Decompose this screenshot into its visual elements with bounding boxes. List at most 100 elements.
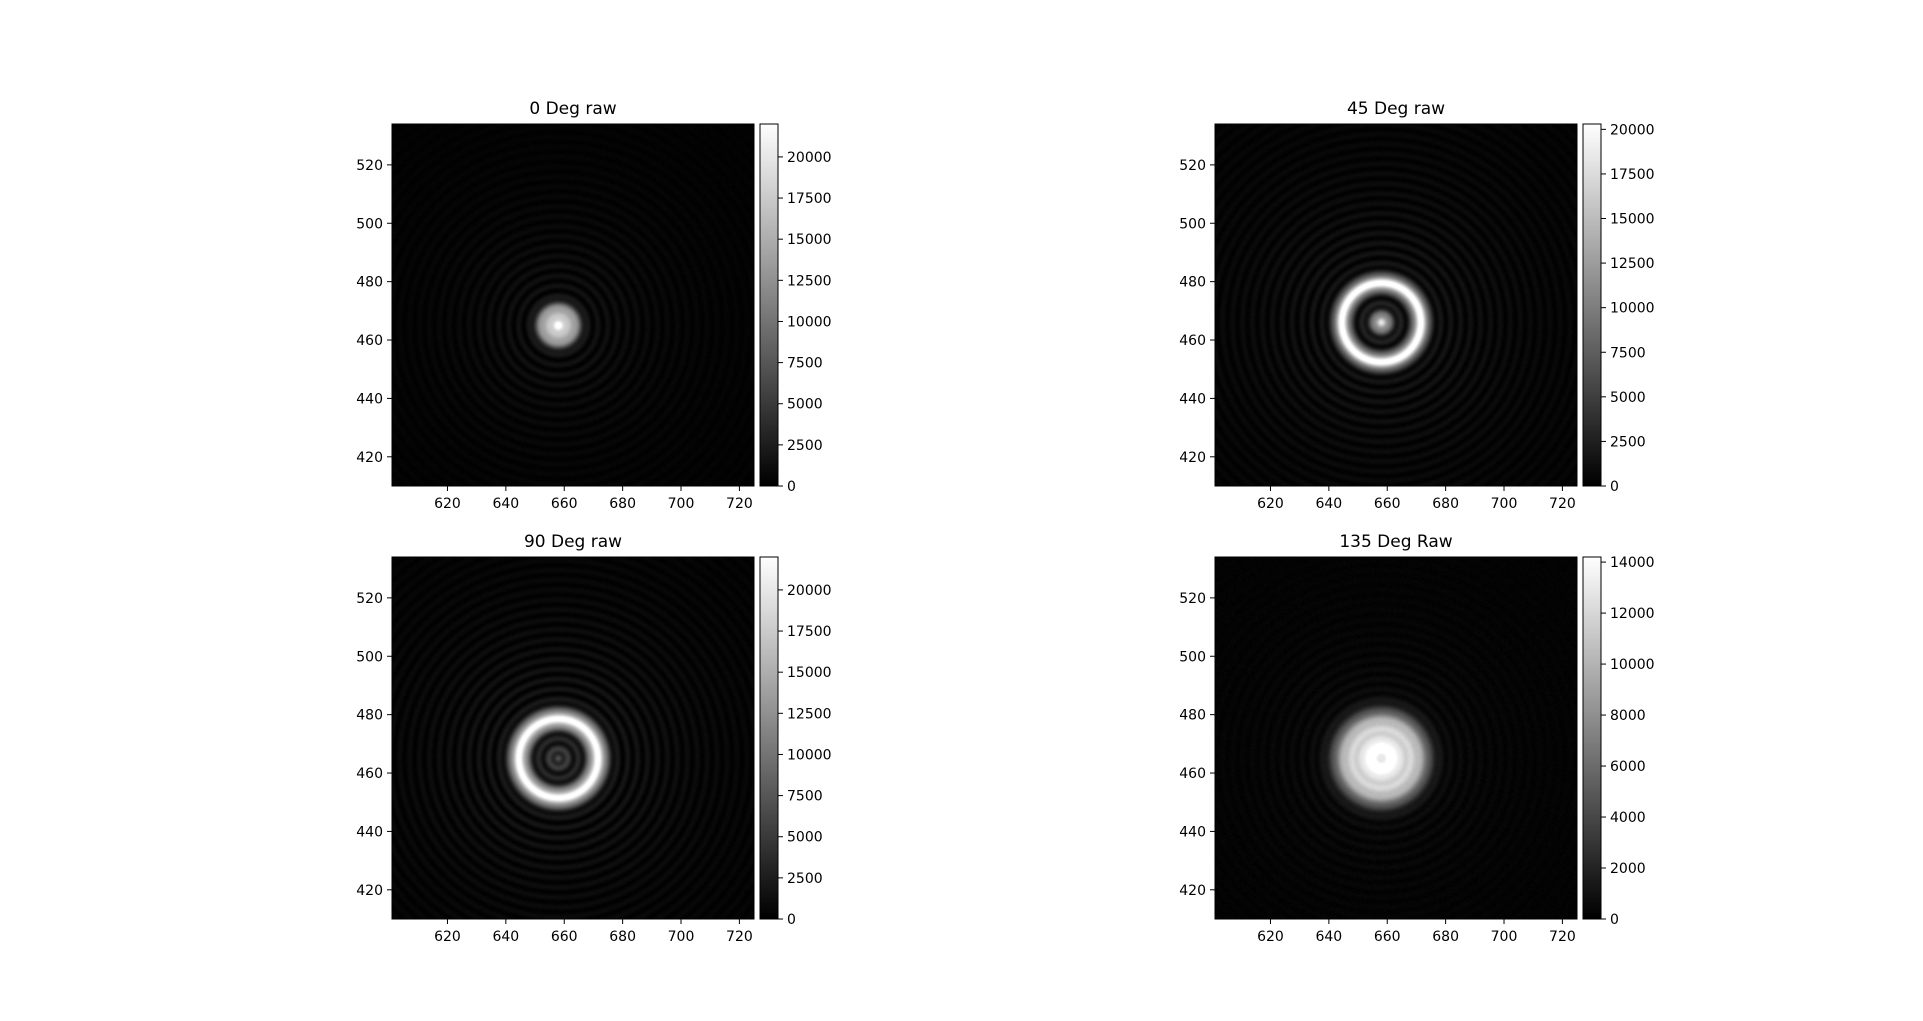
colorbar-tick-label: 0 [1610,912,1619,928]
colorbar-tick-label: 10000 [1610,657,1655,673]
y-tick-label: 420 [1179,450,1206,466]
colorbar-tick-label: 20000 [787,150,832,166]
x-tick-label: 660 [551,496,578,512]
colorbar-tick-label: 4000 [1610,810,1646,826]
colorbar-tick-label: 0 [1610,479,1619,495]
panel-2: 45 Deg raw 620 640 660 680 700 720 420 440 460 480… [1179,99,1654,512]
colorbar-tick-label: 2500 [1610,434,1646,450]
y-tick-label: 460 [356,333,383,349]
y-tick-label: 460 [1179,333,1206,349]
colorbar [1583,557,1601,919]
colorbar-tick-label: 17500 [1610,167,1655,183]
colorbar-frame [1582,123,1602,487]
colorbar-tick-label: 20000 [787,583,832,599]
x-tick-label: 640 [1315,929,1342,945]
colorbar-tick-label: 17500 [787,191,832,207]
colorbar-tick-label: 10000 [787,314,832,330]
colorbar-tick-label: 2000 [1610,861,1646,877]
colorbar-tick-label: 5000 [1610,390,1646,406]
y-tick-label: 520 [356,158,383,174]
colorbar-tick-label: 20000 [1610,122,1655,138]
colorbar-tick-label: 8000 [1610,708,1646,724]
panel-title: 135 Deg Raw [1339,532,1452,552]
x-tick-label: 640 [492,496,519,512]
x-tick-label: 680 [609,496,636,512]
x-tick-label: 660 [1374,929,1401,945]
colorbar-tick-label: 7500 [787,356,823,372]
panel-1: 0 Deg raw 620 640 660 680 700 720 420 440 460 480 5… [356,99,831,512]
colorbar-tick-label: 0 [787,479,796,495]
colorbar-frame [759,123,779,487]
colorbar [760,557,778,919]
y-tick-label: 440 [1179,391,1206,407]
y-tick-label: 460 [356,766,383,782]
y-tick-label: 440 [1179,824,1206,840]
y-tick-label: 480 [356,275,383,291]
y-tick-label: 420 [356,883,383,899]
x-tick-label: 660 [1374,496,1401,512]
x-tick-label: 720 [1549,496,1576,512]
colorbar-tick-label: 12000 [1610,606,1655,622]
panel-3: 90 Deg raw 620 640 660 680 700 720 420 440 460 480… [356,532,831,945]
colorbar [760,124,778,486]
colorbar-frame [1582,556,1602,920]
heatmap-image [1215,124,1577,486]
y-tick-label: 500 [1179,216,1206,232]
colorbar-tick-label: 15000 [787,232,832,248]
panel-title: 0 Deg raw [529,99,616,119]
colorbar-tick-label: 5000 [787,397,823,413]
y-tick-label: 520 [356,591,383,607]
colorbar-frame [759,556,779,920]
x-tick-label: 720 [726,496,753,512]
colorbar-tick-label: 6000 [1610,759,1646,775]
y-tick-label: 480 [1179,275,1206,291]
x-tick-label: 700 [1491,496,1518,512]
axes-frame [1214,556,1578,920]
colorbar-tick-label: 2500 [787,438,823,454]
heatmap-image [392,557,754,919]
x-tick-label: 620 [1257,929,1284,945]
heatmap-image [392,124,754,486]
x-tick-label: 680 [1432,496,1459,512]
colorbar-tick-label: 14000 [1610,555,1655,571]
colorbar-tick-label: 10000 [1610,301,1655,317]
y-tick-label: 440 [356,391,383,407]
y-tick-label: 500 [356,649,383,665]
x-tick-label: 700 [668,496,695,512]
x-tick-label: 620 [434,929,461,945]
y-tick-label: 420 [1179,883,1206,899]
y-tick-label: 520 [1179,158,1206,174]
y-tick-label: 440 [356,824,383,840]
colorbar-tick-label: 12500 [787,706,832,722]
x-tick-label: 640 [1315,496,1342,512]
y-tick-label: 480 [1179,708,1206,724]
x-tick-label: 700 [1491,929,1518,945]
panel-title: 45 Deg raw [1347,99,1445,119]
colorbar-tick-label: 7500 [787,789,823,805]
x-tick-label: 700 [668,929,695,945]
colorbar-tick-label: 5000 [787,830,823,846]
x-tick-label: 620 [1257,496,1284,512]
panel-title: 90 Deg raw [524,532,622,552]
x-tick-label: 680 [609,929,636,945]
x-tick-label: 640 [492,929,519,945]
colorbar-tick-label: 12500 [1610,256,1655,272]
y-tick-label: 500 [1179,649,1206,665]
colorbar [1583,124,1601,486]
y-tick-label: 420 [356,450,383,466]
x-tick-label: 620 [434,496,461,512]
x-tick-label: 720 [726,929,753,945]
x-tick-label: 660 [551,929,578,945]
colorbar-tick-label: 7500 [1610,345,1646,361]
colorbar-tick-label: 15000 [1610,212,1655,228]
colorbar-tick-label: 15000 [787,665,832,681]
colorbar-tick-label: 10000 [787,747,832,763]
colorbar-tick-label: 0 [787,912,796,928]
colorbar-tick-label: 12500 [787,273,832,289]
panel-4: 135 Deg Raw 620 640 660 680 700 720 420 440 460 48… [1179,532,1654,945]
x-tick-label: 720 [1549,929,1576,945]
y-tick-label: 500 [356,216,383,232]
colorbar-tick-label: 2500 [787,871,823,887]
colorbar-tick-label: 17500 [787,624,832,640]
